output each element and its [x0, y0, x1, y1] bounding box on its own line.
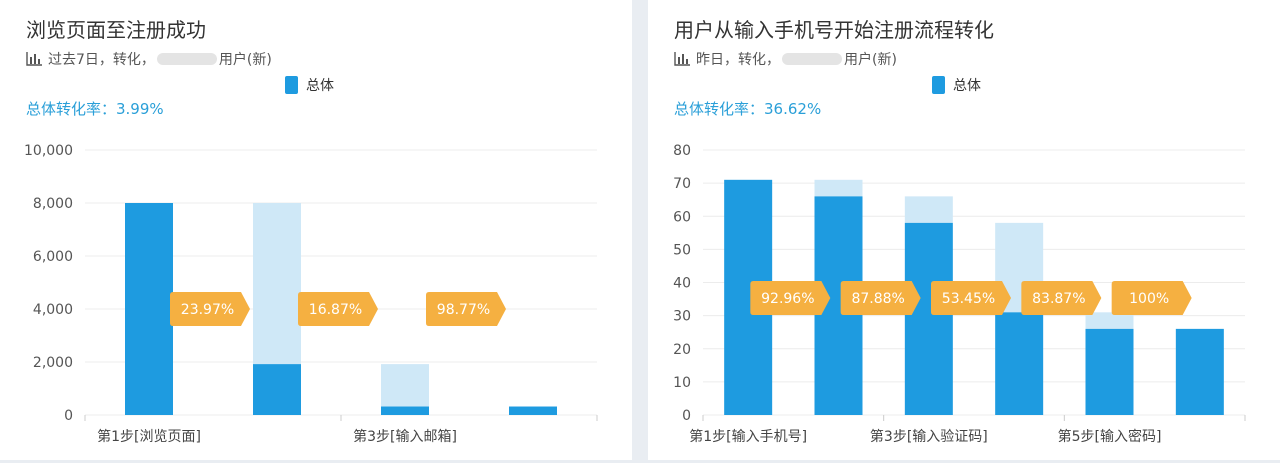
- legend-swatch: [285, 76, 298, 94]
- conversion-badge: [170, 292, 250, 326]
- conversion-badge: [931, 281, 1011, 315]
- subtitle-range: 过去7日，转化，: [48, 52, 155, 68]
- conversion-badge: [1021, 281, 1102, 315]
- y-tick-label: 20: [673, 342, 691, 358]
- funnel-chart-left: 0 2,000 4,000 6,000 8,000 10,000 23.97% 16.87% 9…: [24, 143, 598, 445]
- chart-title: 浏览页面至注册成功: [26, 18, 206, 42]
- funnel-panel-left: 浏览页面至注册成功 过去7日，转化， 用户(新) 总体 总体转化率：3.99% …: [0, 0, 632, 460]
- conversion-rate-label: 87.88%: [851, 291, 904, 307]
- x-tick-label: 第1步[输入手机号]: [689, 428, 807, 445]
- conversion-badge: [426, 292, 506, 326]
- y-tick-label: 2,000: [33, 355, 73, 371]
- bar[interactable]: [1175, 328, 1224, 415]
- chart-subtitle: 昨日，转化， 用户(新): [674, 49, 897, 69]
- y-tick-label: 4,000: [33, 302, 73, 318]
- overall-conversion-rate: 总体转化率：36.62%: [674, 100, 822, 118]
- y-tick-label: 70: [673, 176, 691, 192]
- conversion-rate-label: 53.45%: [942, 291, 995, 307]
- y-tick-label: 0: [64, 408, 73, 424]
- conversion-badge: [750, 281, 831, 315]
- bar-dropoff[interactable]: [904, 196, 953, 223]
- conversion-badge: [298, 292, 378, 326]
- subtitle-user-type: 用户(新): [218, 52, 272, 68]
- y-tick-label: 80: [673, 143, 691, 159]
- y-tick-label: 40: [673, 276, 691, 292]
- y-tick-label: 10: [673, 375, 691, 391]
- bar-chart-icon: [26, 52, 42, 66]
- conversion-badge: [840, 281, 921, 315]
- x-tick-label: 第1步[浏览页面]: [97, 428, 201, 445]
- bar-dropoff[interactable]: [1085, 312, 1134, 329]
- y-tick-label: 30: [673, 309, 691, 325]
- y-tick-label: 50: [673, 242, 691, 258]
- legend[interactable]: 总体: [285, 75, 334, 95]
- y-tick-label: 10,000: [24, 143, 73, 159]
- conversion-rate-label: 23.97%: [181, 302, 234, 318]
- subtitle-range: 昨日，转化，: [696, 52, 780, 68]
- bar[interactable]: [125, 203, 173, 415]
- bar[interactable]: [995, 312, 1044, 415]
- bar[interactable]: [904, 222, 953, 415]
- bar[interactable]: [1085, 328, 1134, 415]
- conversion-rate-label: 92.96%: [761, 291, 814, 307]
- conversion-rate-label: 100%: [1129, 291, 1169, 307]
- bar-dropoff[interactable]: [253, 203, 301, 365]
- bar[interactable]: [253, 364, 301, 415]
- bar-dropoff[interactable]: [381, 364, 429, 407]
- redacted-segment: [782, 53, 842, 65]
- bar[interactable]: [381, 406, 429, 415]
- bar[interactable]: [509, 406, 557, 415]
- chart-subtitle: 过去7日，转化， 用户(新): [26, 49, 272, 69]
- x-tick-label: 第5步[输入密码]: [1058, 428, 1162, 445]
- conversion-rate-label: 83.87%: [1032, 291, 1085, 307]
- x-tick-label: 第3步[输入邮箱]: [353, 428, 457, 445]
- conversion-rate-label: 16.87%: [309, 302, 362, 318]
- x-tick-label: 第3步[输入验证码]: [870, 428, 988, 445]
- bar-chart-icon: [674, 52, 690, 66]
- conversion-rate-label: 98.77%: [437, 302, 490, 318]
- conversion-badge: [1111, 281, 1192, 315]
- subtitle-user-type: 用户(新): [844, 52, 897, 68]
- overall-conversion-rate: 总体转化率：3.99%: [26, 100, 164, 118]
- chart-title: 用户从输入手机号开始注册流程转化: [674, 18, 994, 42]
- bar-dropoff[interactable]: [814, 179, 863, 197]
- y-tick-label: 6,000: [33, 249, 73, 265]
- legend-label: 总体: [306, 78, 334, 94]
- legend-swatch: [932, 76, 945, 94]
- y-tick-label: 0: [682, 408, 691, 424]
- legend[interactable]: 总体: [932, 75, 981, 95]
- funnel-panel-right: 用户从输入手机号开始注册流程转化 昨日，转化， 用户(新) 总体 总体转化率：3…: [648, 0, 1280, 460]
- redacted-segment: [156, 53, 217, 65]
- y-tick-label: 60: [673, 209, 691, 225]
- y-tick-label: 8,000: [33, 196, 73, 212]
- funnel-chart-right: 0 10 20 30 40 50 60 70 80 92.96% 87.88% 53.45% 83.87…: [673, 143, 1246, 445]
- legend-label: 总体: [953, 78, 981, 94]
